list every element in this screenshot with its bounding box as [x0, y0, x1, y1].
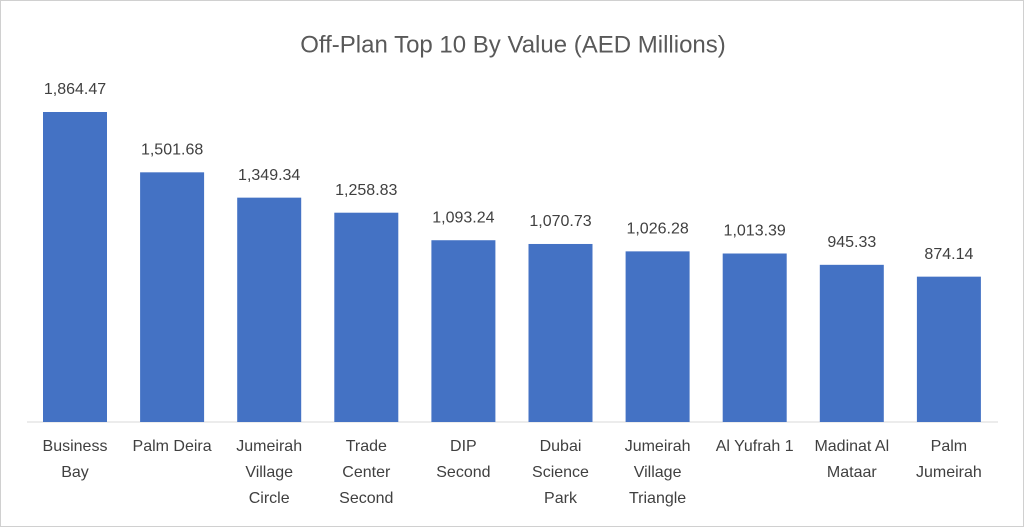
- bar: [43, 112, 107, 422]
- value-label: 1,013.39: [724, 223, 786, 240]
- value-label: 1,501.68: [141, 142, 203, 159]
- chart-title: Off-Plan Top 10 By Value (AED Millions): [300, 31, 726, 58]
- x-tick-label: Trade Center Second: [339, 438, 394, 507]
- value-label: 1,258.83: [335, 182, 397, 199]
- x-tick-label: Al Yufrah 1: [715, 438, 794, 455]
- x-tick-label: Business Bay: [42, 438, 108, 481]
- bar: [431, 240, 496, 422]
- bar: [140, 172, 205, 422]
- x-tick-label: Jumeirah Village Triangle: [624, 438, 691, 507]
- value-label: 874.14: [924, 246, 973, 263]
- bar: [722, 253, 787, 422]
- x-tick-label: Jumeirah Village Circle: [236, 438, 303, 507]
- x-tick-label: Palm Deira: [132, 438, 212, 455]
- value-label: 1,070.73: [529, 213, 591, 230]
- bar: [528, 243, 593, 422]
- bar: [625, 251, 690, 422]
- x-tick-label: DIP Second: [436, 438, 491, 481]
- value-label: 1,349.34: [238, 167, 300, 184]
- bar: [237, 197, 302, 422]
- bar: [334, 212, 399, 422]
- value-label: 1,026.28: [626, 221, 688, 238]
- value-label: 945.33: [827, 234, 876, 251]
- value-label: 1,864.47: [44, 81, 106, 98]
- bar: [819, 264, 884, 422]
- x-tick-label: Madinat Al Mataar: [814, 438, 890, 481]
- x-tick-label: Palm Jumeirah: [915, 438, 982, 481]
- bar: [916, 276, 981, 422]
- x-tick-label: Dubai Science Park: [532, 438, 589, 507]
- value-label: 1,093.24: [432, 209, 494, 226]
